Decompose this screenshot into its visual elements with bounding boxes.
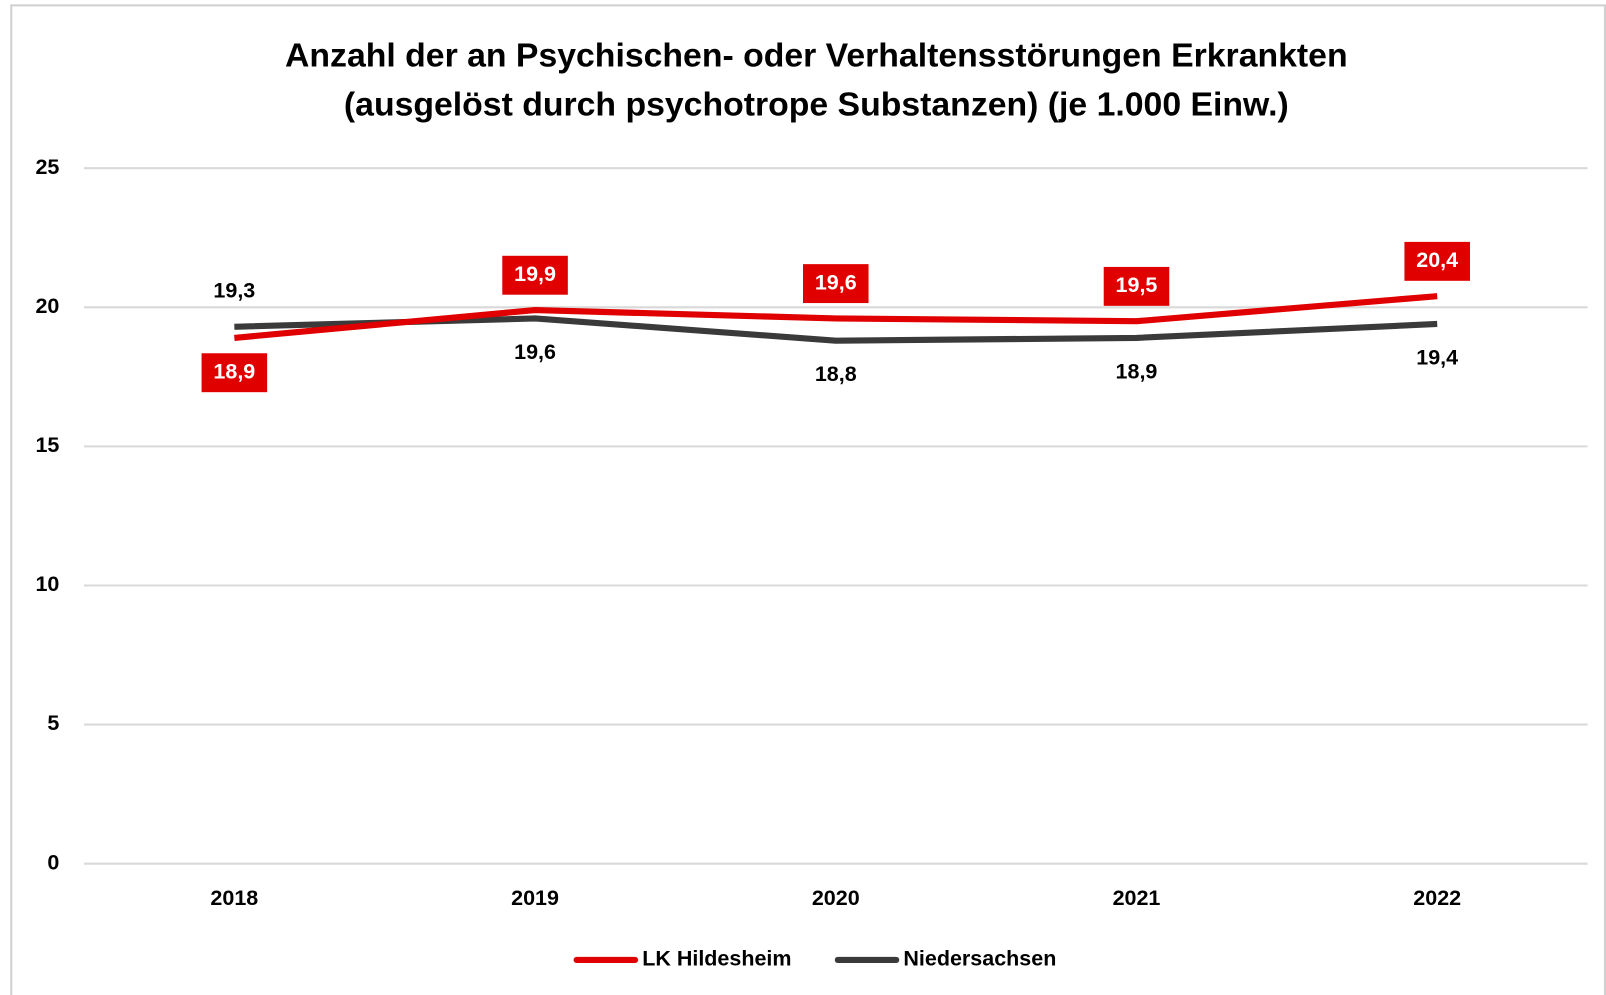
data-label: 19,6 [815,270,857,294]
y-tick-label: 0 [47,850,59,874]
data-label: 18,9 [213,359,255,383]
y-tick-label: 25 [35,155,59,179]
y-tick-label: 20 [35,294,59,318]
data-label-box [201,353,268,393]
y-tick-label: 15 [35,433,59,457]
y-tick-label: 5 [47,711,59,735]
legend-label: LK Hildesheim [642,947,791,971]
data-label-box [502,255,568,295]
x-tick-label: 2019 [511,886,559,910]
legend-label: Niedersachsen [903,947,1056,971]
data-label-box [1404,241,1470,281]
series-line [234,293,1438,341]
chart-frame [10,4,1606,995]
data-label: 19,4 [1416,345,1458,369]
data-label: 19,9 [514,262,556,286]
data-label: 19,6 [514,340,556,364]
data-label: 18,8 [815,362,857,386]
data-label-box [803,264,869,304]
x-tick-label: 2021 [1113,886,1161,910]
data-label: 18,9 [1116,359,1158,383]
x-tick-label: 2020 [812,886,860,910]
chart-title: (ausgelöst durch psychotrope Substanzen)… [344,86,1289,124]
y-tick-label: 10 [35,572,59,596]
data-label: 19,5 [1116,273,1158,297]
chart-title: Anzahl der an Psychischen- oder Verhalte… [285,37,1348,75]
x-tick-label: 2018 [210,886,258,910]
data-label: 20,4 [1416,248,1458,272]
data-label-box [1103,266,1170,306]
x-tick-label: 2022 [1413,886,1461,910]
data-label: 19,3 [213,279,255,303]
